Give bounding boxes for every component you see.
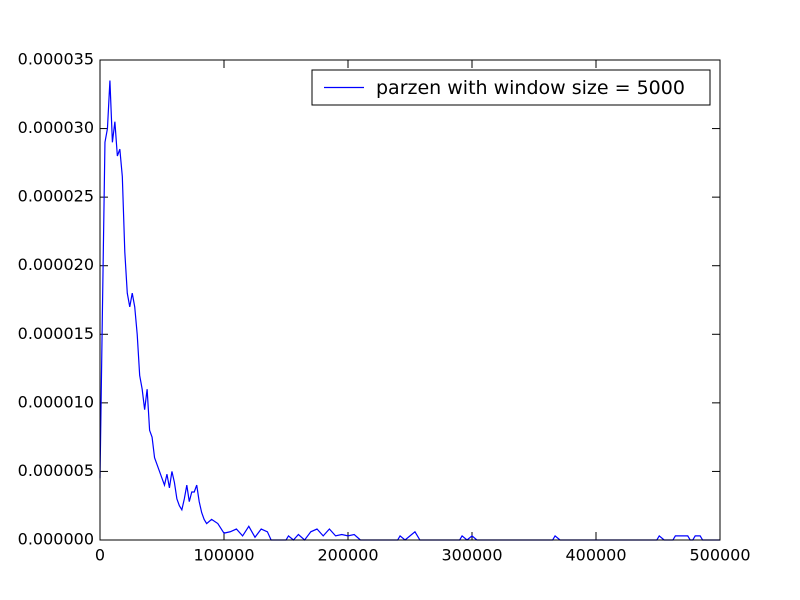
plot-frame	[99, 59, 721, 541]
y-tick-label: 0.000020	[18, 255, 94, 274]
y-tick-label: 0.000030	[18, 118, 94, 137]
series-line	[99, 80, 720, 541]
x-tick-label: 200000	[317, 546, 378, 565]
y-tick-label: 0.000000	[18, 530, 94, 549]
x-tick-label: 0	[95, 546, 105, 565]
legend-box	[311, 69, 711, 106]
y-tick-label: 0.000035	[18, 50, 94, 69]
legend-label: parzen with window size = 5000	[376, 77, 685, 99]
x-tick-label: 300000	[441, 546, 502, 565]
y-tick-label: 0.000015	[18, 324, 94, 343]
x-tick-label: 500000	[689, 546, 750, 565]
y-tick-label: 0.000025	[18, 187, 94, 206]
y-tick-label: 0.000005	[18, 461, 94, 480]
x-tick-label: 400000	[565, 546, 626, 565]
x-tick-label: 100000	[193, 546, 254, 565]
y-tick-label: 0.000010	[18, 392, 94, 411]
